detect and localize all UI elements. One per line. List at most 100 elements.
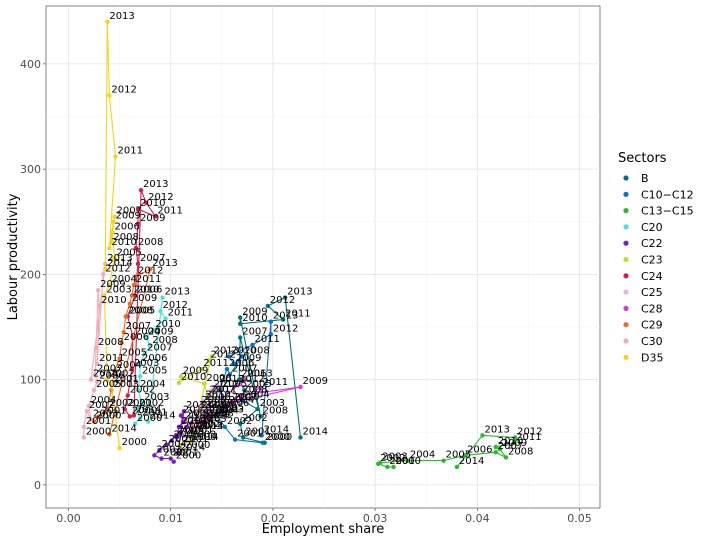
data-point [92,372,98,377]
data-point [268,332,274,337]
year-label: 2001 [101,405,126,416]
y-tick-label: 100 [20,374,41,387]
year-label: 2003 [208,409,233,420]
year-label: 2000 [86,426,111,437]
legend-key [623,273,629,279]
data-point [258,414,263,419]
year-label: 2012 [211,350,236,361]
data-point [163,316,168,321]
year-label: 2000 [122,437,147,448]
series-c13-c15 [375,433,518,470]
year-label: 2007 [242,327,267,338]
data-point [209,387,214,393]
y-tick-label: 400 [20,58,41,71]
data-point [117,445,122,451]
data-point [243,377,248,382]
year-label: 2007 [126,321,151,332]
year-label: 2006 [124,332,149,343]
data-point [107,282,112,288]
year-label: 2004 [91,395,116,406]
data-point [238,321,243,327]
data-point [86,403,92,409]
x-tick-label: 0.01 [158,512,183,525]
year-label: 2008 [263,405,288,416]
data-point [226,354,232,359]
data-point [207,408,212,414]
data-point [240,354,245,359]
data-point [378,460,383,465]
year-label: 2014 [303,426,328,437]
data-point [119,340,124,345]
data-point [91,419,97,424]
year-label: 2012 [111,84,136,95]
year-label: 2010 [101,295,126,306]
data-point [88,377,94,382]
data-point [241,435,246,440]
year-label: 2002 [109,398,134,409]
legend-key [623,224,629,230]
year-label: 2002 [164,448,189,459]
year-label: 2013 [107,253,132,264]
year-label: 2001 [86,416,111,427]
data-point [127,301,133,307]
year-label: 2011 [99,353,124,364]
data-point [260,440,265,445]
year-label: 2000 [185,440,210,451]
data-point [265,303,271,309]
year-label: 2005 [219,402,244,413]
year-label: 2003 [382,452,407,463]
data-point [109,382,114,388]
data-point [298,384,303,390]
year-label: 2004 [214,405,239,416]
data-point [493,444,498,450]
data-point [282,295,288,300]
year-label: 2007 [207,398,232,409]
data-point [236,377,242,382]
year-label: 2004 [140,379,165,390]
data-point [512,435,518,440]
year-label: 2013 [247,369,272,380]
year-label: 2006 [99,371,124,382]
year-labels: 2000200120022003200420052006200720082009… [86,11,543,467]
data-point [205,413,210,418]
data-point [133,274,139,279]
legend-title: Sectors [618,151,667,166]
year-label: 2003 [201,414,226,425]
year-label: 2004 [116,360,141,371]
year-label: 2008 [508,446,533,457]
year-label: 2013 [484,424,509,435]
year-label: 2011 [168,308,193,319]
year-label: 2014 [193,432,218,443]
x-tick-label: 0.05 [567,512,592,525]
data-point [143,335,149,340]
legend-item-label: C29 [641,319,663,332]
data-point [181,408,187,414]
year-label: 2009 [242,307,267,318]
year-label: 2006 [229,358,254,369]
legend-key [623,240,629,246]
x-tick-label: 0.04 [465,512,490,525]
legend-key [623,175,629,181]
data-point [157,447,162,453]
legend: Sectors B C10−C12 C13−C15 C20 C22 C23 C24 C25 C2… [618,151,694,364]
year-label: 2007 [140,253,165,264]
data-point [151,327,156,333]
legend-item-label: C28 [641,302,663,315]
data-point [206,358,211,363]
data-point [280,317,286,322]
year-label: 2013 [152,258,177,269]
year-label: 2004 [203,411,228,422]
year-label: 2006 [174,430,199,441]
data-point [102,293,107,298]
legend-item-label: D35 [641,351,663,364]
axes: 0.00 0.01 0.02 0.03 0.04 0.05 0 100 200 300 400 [20,58,592,525]
series-c28 [182,377,303,430]
data-point [107,93,112,98]
year-label: 2002 [191,430,216,441]
data-point [122,406,127,412]
year-label: 2012 [239,374,264,385]
data-point [178,374,184,379]
data-point [176,380,182,385]
data-point [160,295,165,300]
year-label: 2010 [498,436,523,447]
